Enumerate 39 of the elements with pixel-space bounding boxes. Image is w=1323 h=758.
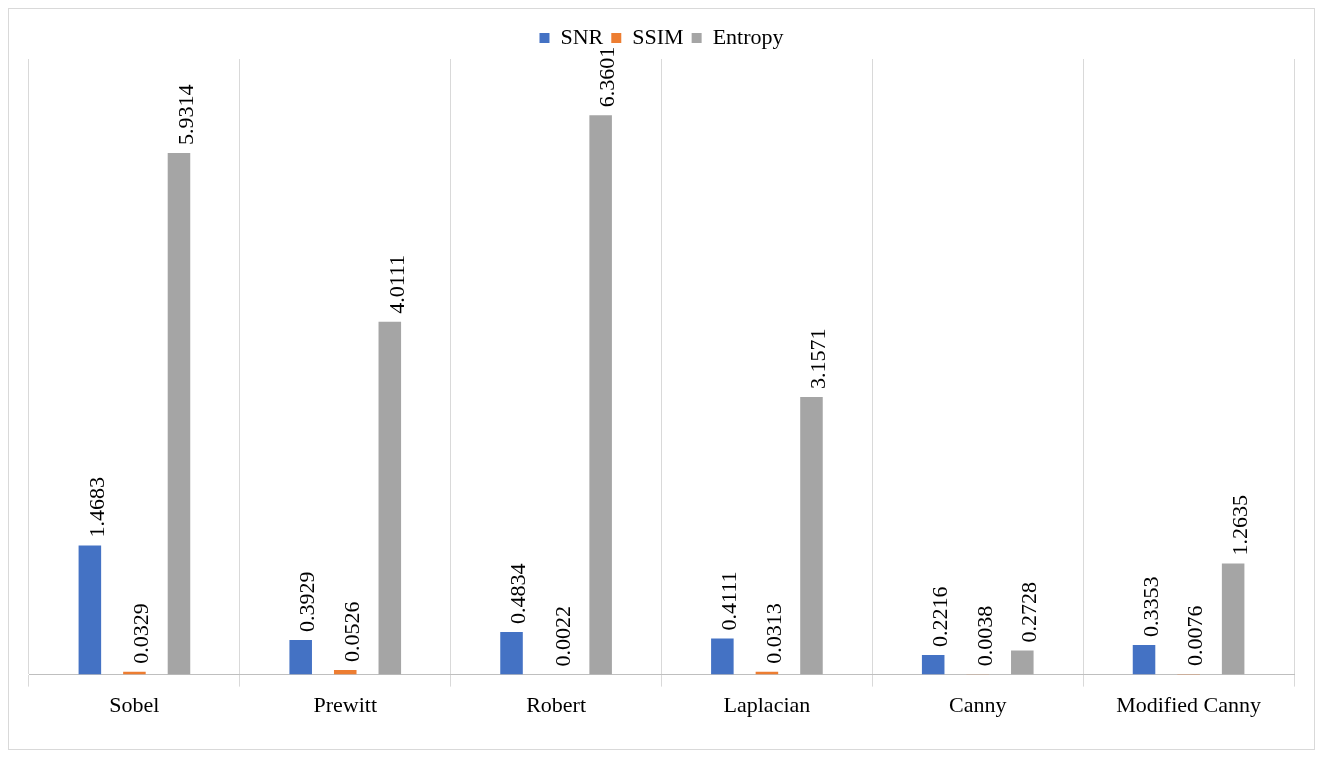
legend-label: SNR xyxy=(560,23,604,49)
bar xyxy=(500,632,523,675)
bar xyxy=(78,545,102,675)
data-label: 1.4683 xyxy=(83,476,109,538)
bar xyxy=(800,396,823,675)
data-label: 3.1571 xyxy=(805,328,831,389)
legend-label: Entropy xyxy=(712,23,784,49)
data-label: 5.9314 xyxy=(172,84,198,145)
x-tick-label: Canny xyxy=(949,691,1007,717)
bar xyxy=(711,638,734,675)
x-tick-label: Laplacian xyxy=(723,691,811,717)
bar xyxy=(921,655,945,675)
data-label: 4.0111 xyxy=(383,254,409,314)
data-label: 0.2216 xyxy=(926,586,952,648)
bar xyxy=(589,115,612,675)
legend-label: SSIM xyxy=(632,23,684,49)
data-label: 1.2635 xyxy=(1226,494,1252,556)
x-tick-label: Sobel xyxy=(109,691,160,717)
x-tick-label: Modified Canny xyxy=(1116,691,1261,717)
data-label: 0.4834 xyxy=(505,563,531,625)
data-label: 0.0076 xyxy=(1182,605,1208,666)
bar xyxy=(1011,650,1034,675)
data-label: 0.0022 xyxy=(549,605,575,667)
data-label: 0.0526 xyxy=(339,601,365,662)
data-label: 0.3929 xyxy=(294,571,320,633)
data-label: 0.0329 xyxy=(128,603,154,664)
data-label: 0.0313 xyxy=(760,603,786,664)
data-label: 0.3353 xyxy=(1137,576,1163,638)
bar xyxy=(289,640,312,675)
data-label: 0.0038 xyxy=(971,605,997,667)
data-label: 0.2728 xyxy=(1016,582,1042,643)
bar xyxy=(1132,645,1156,675)
x-tick-label: Prewitt xyxy=(313,691,378,717)
bar xyxy=(167,152,191,675)
bar xyxy=(1221,563,1245,675)
x-tick-label: Robert xyxy=(526,691,587,717)
data-label: 6.3601 xyxy=(594,46,620,108)
bar xyxy=(378,321,402,675)
data-label: 0.4111 xyxy=(716,571,742,631)
